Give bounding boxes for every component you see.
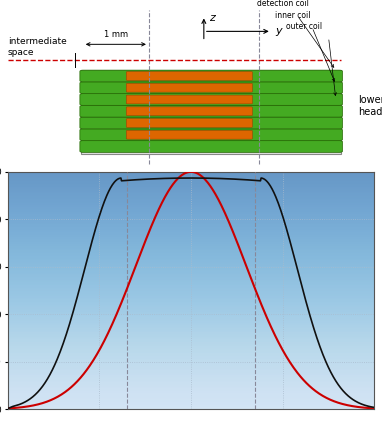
Text: inner coil: inner coil bbox=[275, 11, 311, 20]
Text: z: z bbox=[209, 13, 215, 23]
FancyBboxPatch shape bbox=[80, 82, 342, 94]
FancyBboxPatch shape bbox=[80, 94, 342, 106]
Text: intermediate
space: intermediate space bbox=[8, 37, 66, 57]
FancyBboxPatch shape bbox=[126, 95, 253, 104]
FancyBboxPatch shape bbox=[80, 117, 342, 129]
FancyBboxPatch shape bbox=[126, 72, 253, 80]
FancyBboxPatch shape bbox=[80, 129, 342, 141]
FancyBboxPatch shape bbox=[80, 141, 342, 152]
FancyBboxPatch shape bbox=[80, 70, 342, 82]
FancyBboxPatch shape bbox=[126, 107, 253, 116]
FancyBboxPatch shape bbox=[126, 84, 253, 92]
FancyBboxPatch shape bbox=[80, 106, 342, 117]
FancyBboxPatch shape bbox=[126, 130, 253, 139]
Text: outer coil: outer coil bbox=[286, 22, 322, 31]
FancyBboxPatch shape bbox=[126, 119, 253, 127]
Text: 1 mm: 1 mm bbox=[104, 30, 128, 38]
Text: lower
head: lower head bbox=[358, 95, 382, 117]
Text: detection coil: detection coil bbox=[257, 0, 309, 8]
Text: y: y bbox=[275, 26, 282, 35]
Bar bbox=[81, 70, 342, 154]
